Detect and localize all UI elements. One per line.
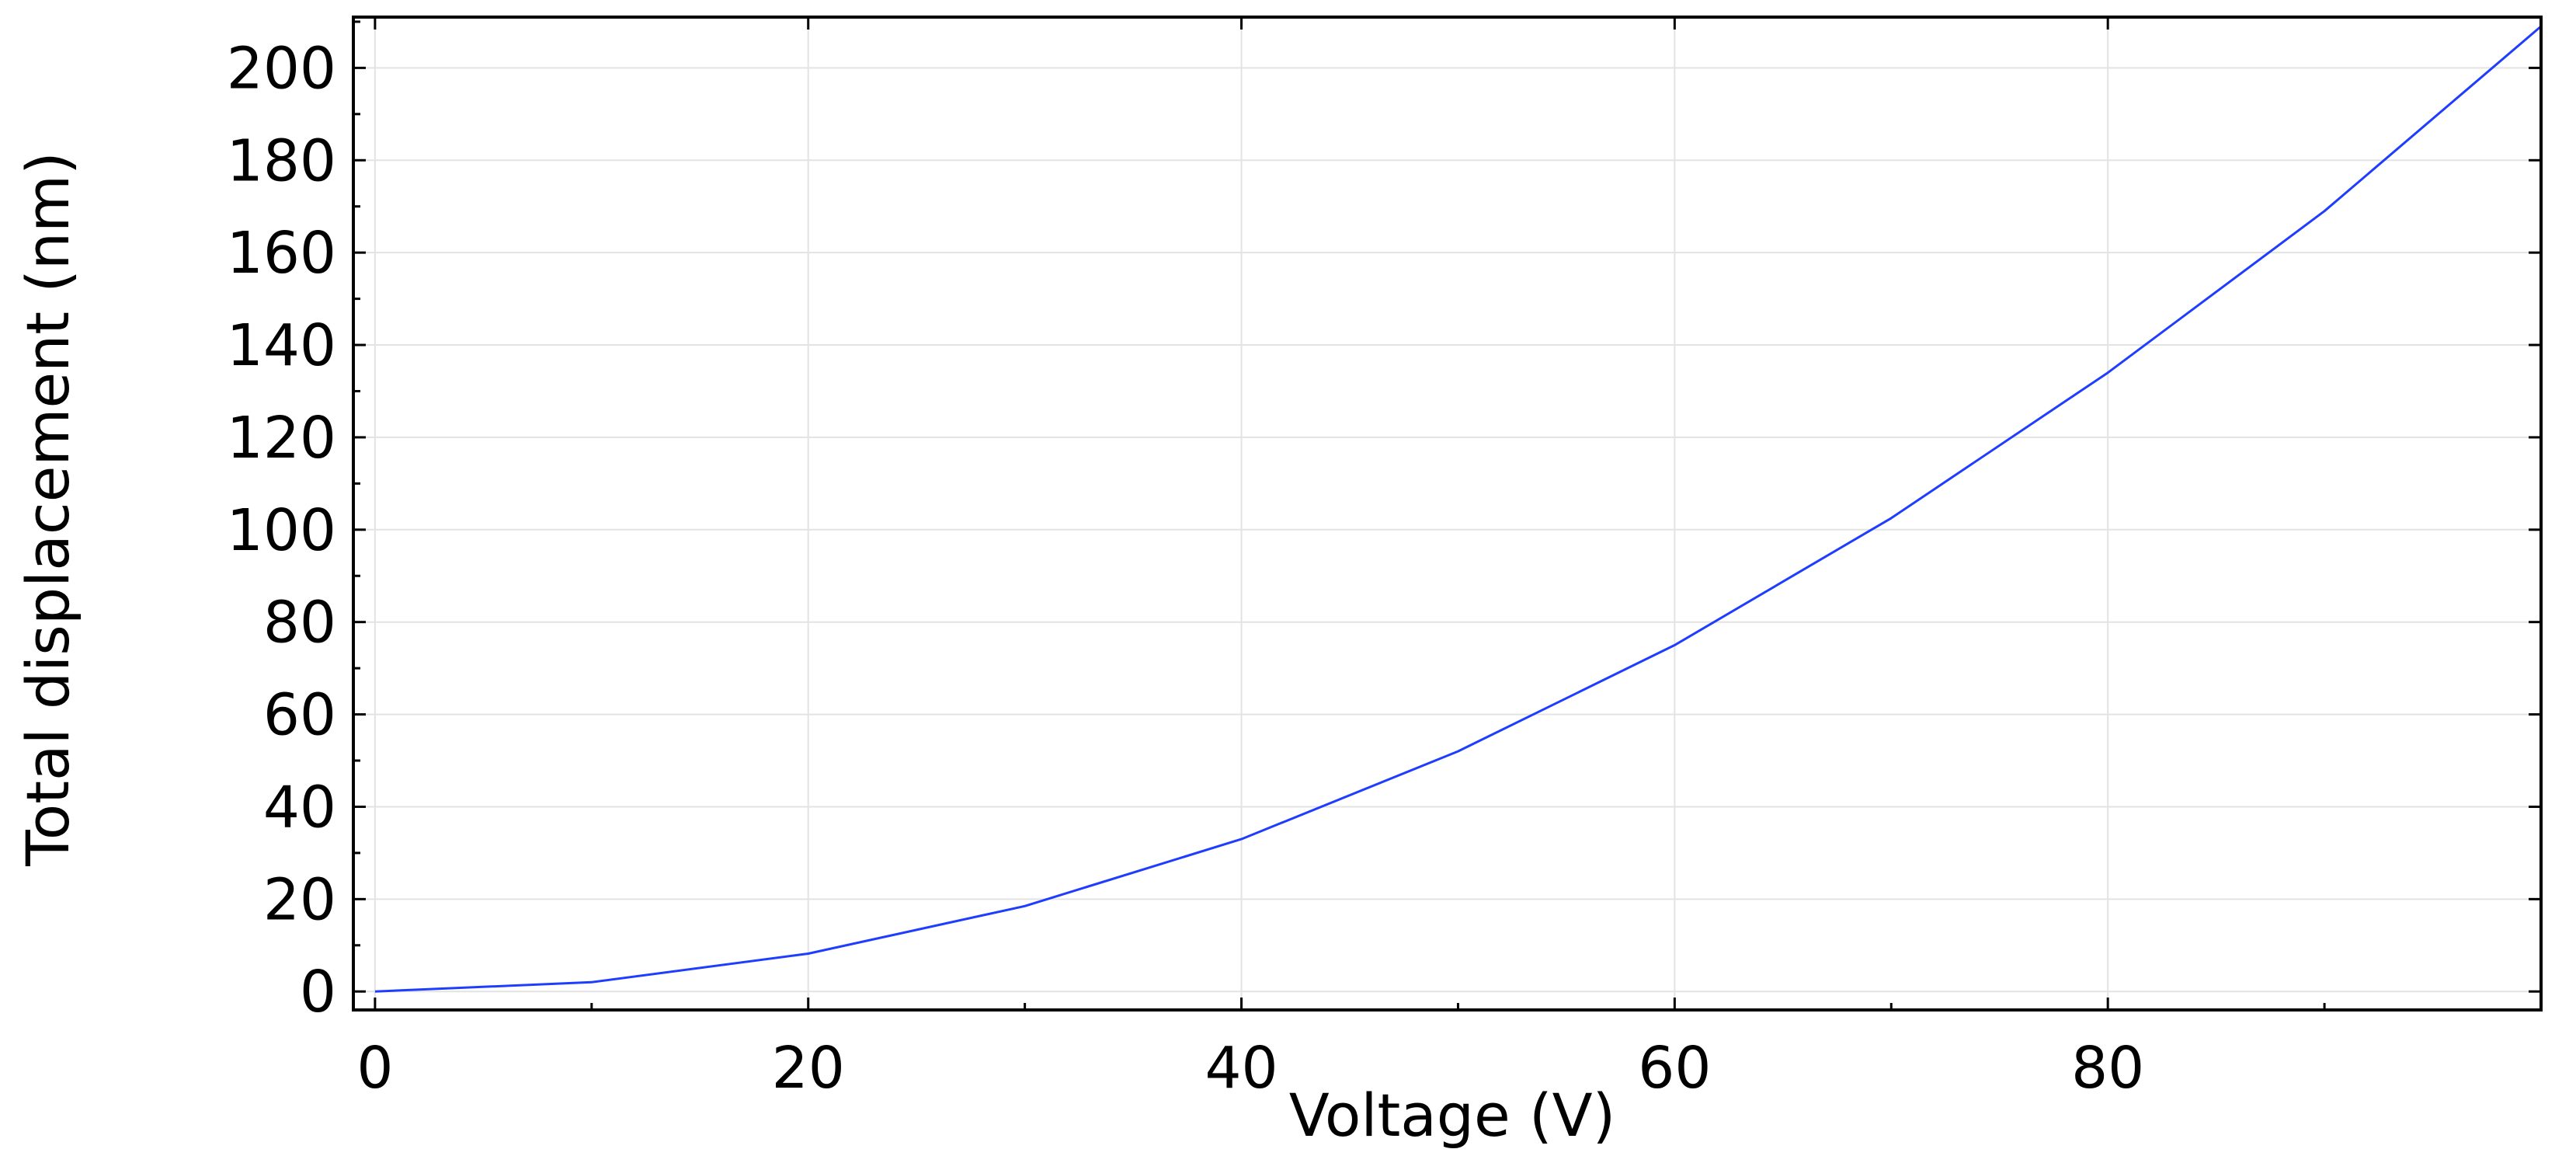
y-tick-label: 180 [227, 127, 336, 194]
series-line [374, 25, 2542, 993]
x-tick-label: 60 [1638, 1035, 1711, 1102]
x-tick-label: 0 [356, 1035, 393, 1102]
y-axis-label: Total displacement (nm) [13, 151, 82, 867]
y-tick-label: 40 [263, 774, 336, 841]
y-tick-label: 0 [300, 959, 336, 1025]
grid-lines [353, 17, 2541, 1010]
x-tick-label: 40 [1205, 1035, 1278, 1102]
series-layer [374, 25, 2542, 993]
y-tick-label: 100 [227, 497, 336, 564]
plot-frame [352, 16, 2543, 1012]
x-tick-label: 20 [772, 1035, 845, 1102]
x-tick-labels: 0 20 40 60 80 [356, 1035, 2144, 1102]
y-tick-label: 160 [227, 220, 336, 287]
y-tick-label: 120 [227, 405, 336, 472]
y-tick-label: 200 [227, 35, 336, 102]
y-tick-labels: 0 20 40 60 80 100 120 140 160 180 200 [227, 35, 336, 1025]
y-tick-label: 20 [263, 866, 336, 933]
axis-ticks [353, 17, 2541, 1010]
x-axis-label: Voltage (V) [1289, 1081, 1616, 1150]
x-tick-label: 80 [2071, 1035, 2144, 1102]
y-tick-label: 140 [227, 312, 336, 379]
y-tick-label: 60 [263, 682, 336, 749]
y-tick-label: 80 [263, 590, 336, 656]
